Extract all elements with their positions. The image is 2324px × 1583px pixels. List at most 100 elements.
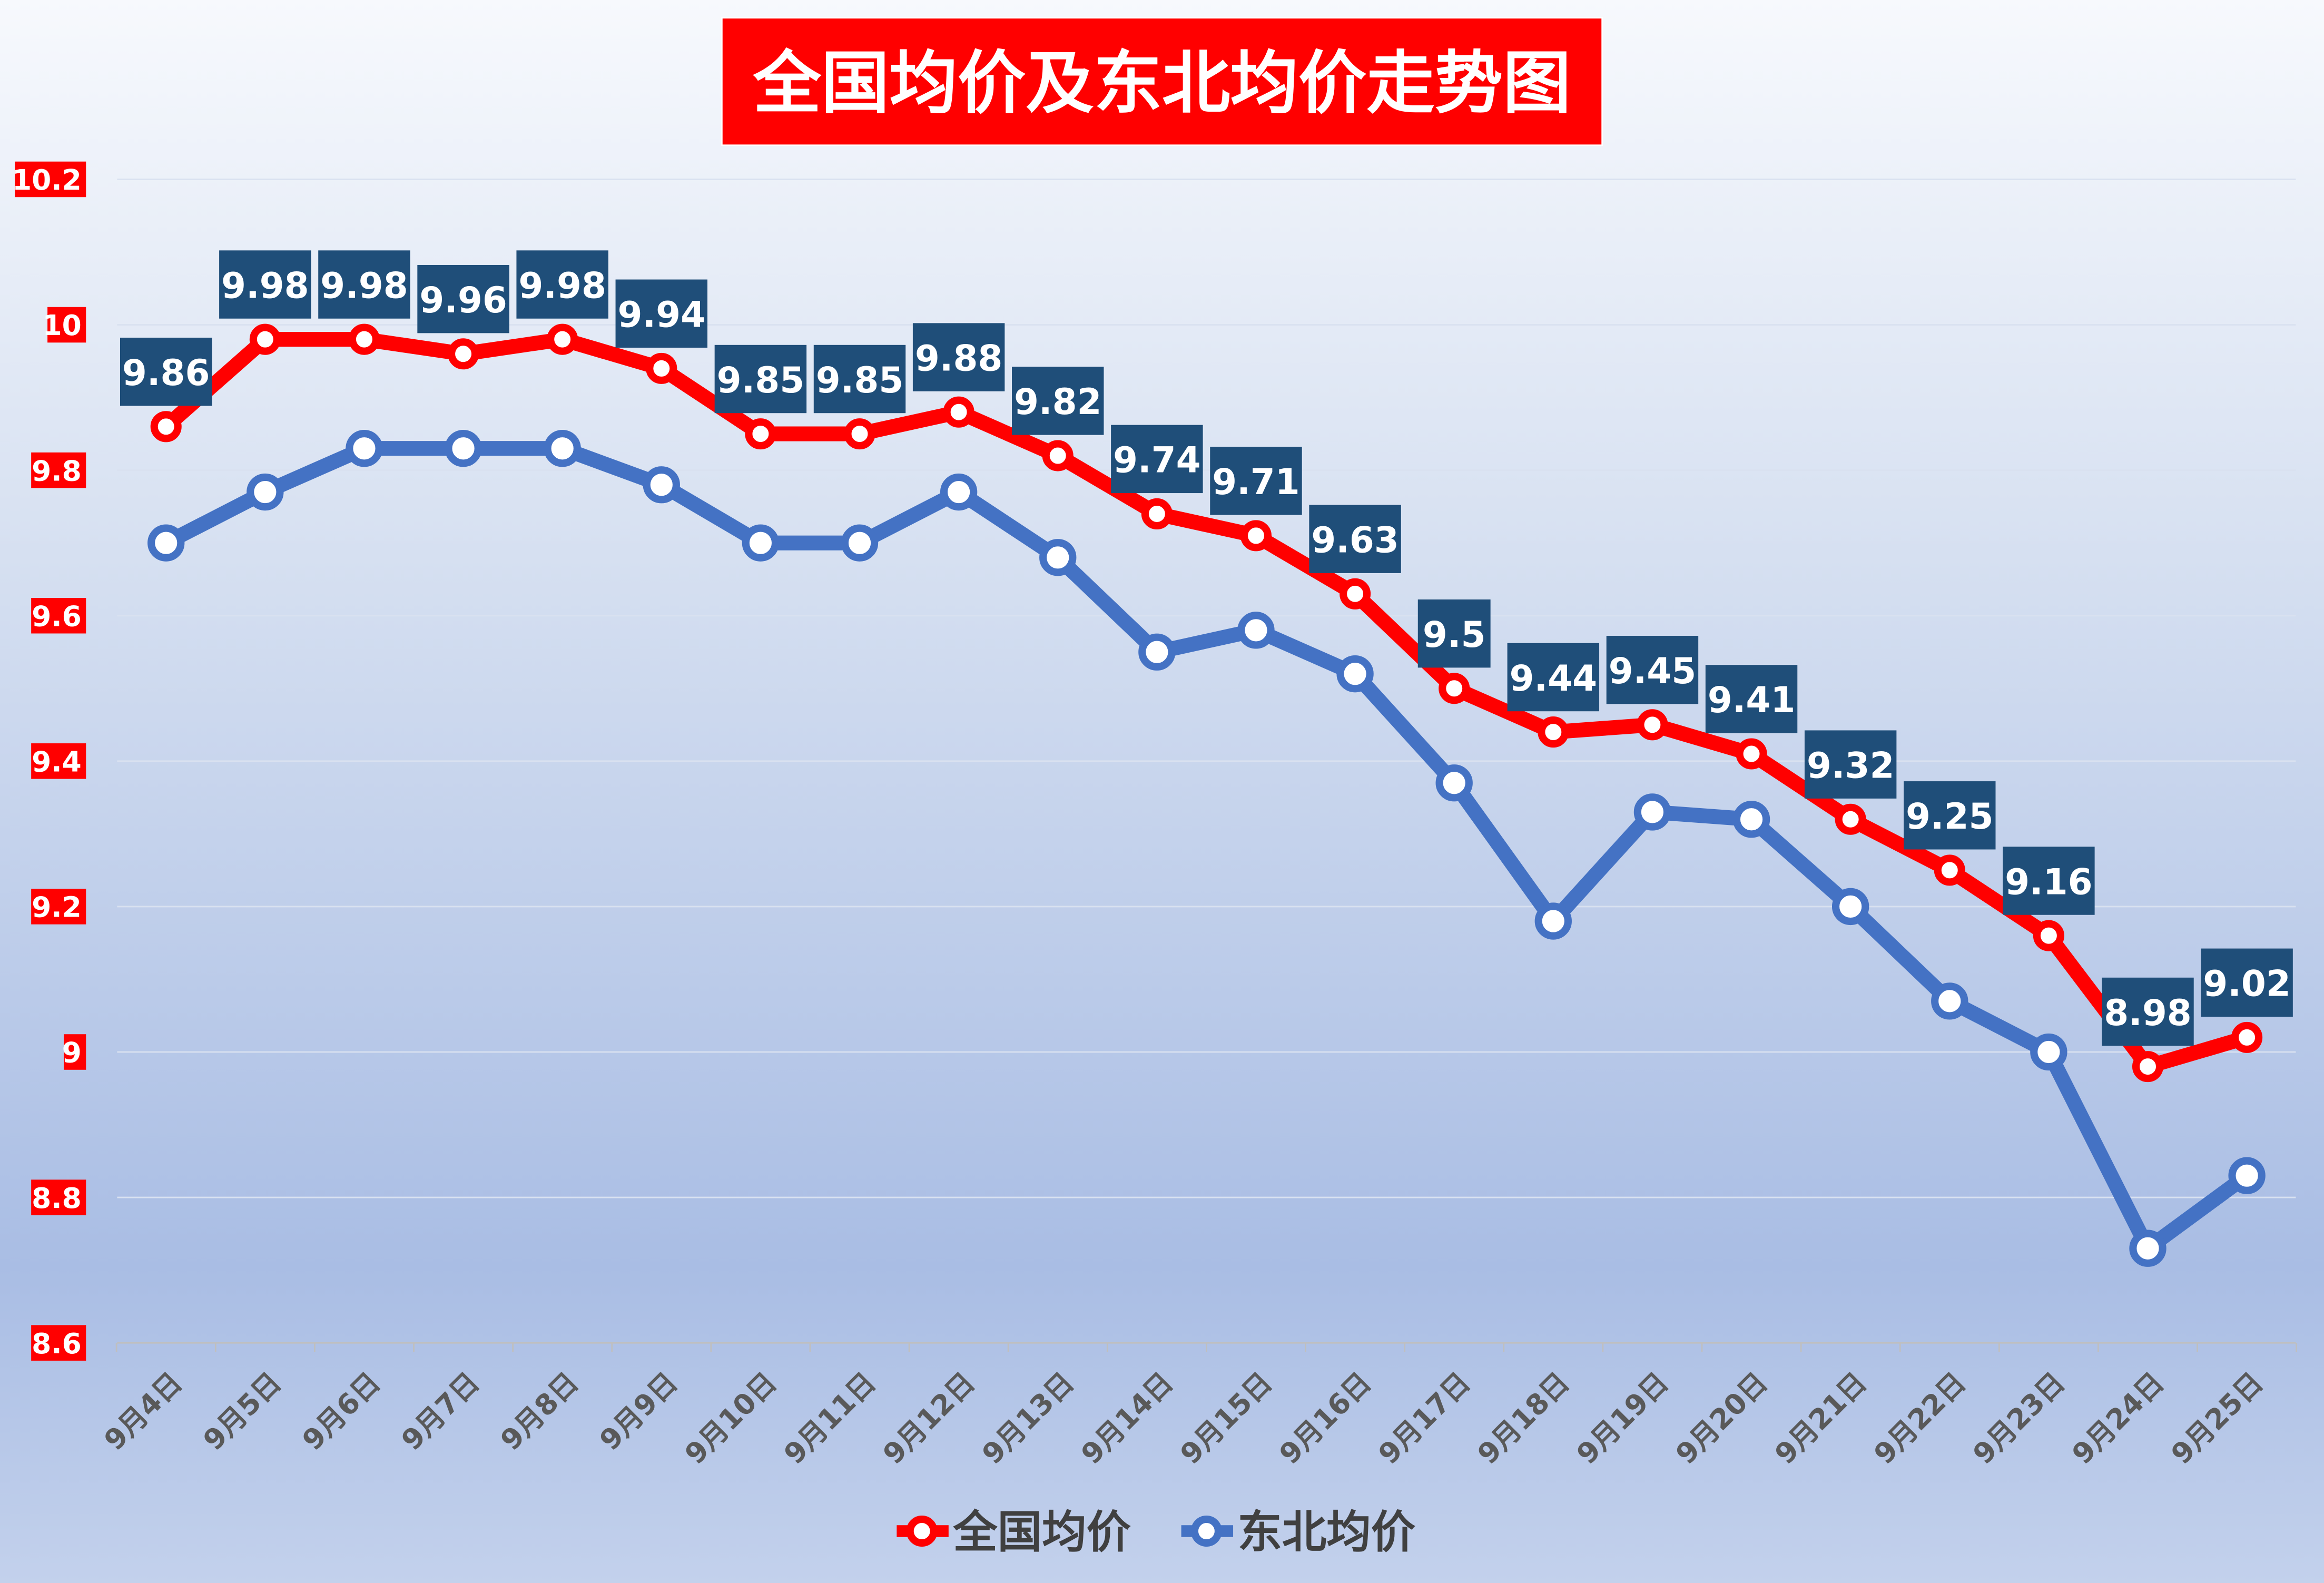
data-point[interactable] <box>943 396 974 428</box>
legend-label-national: 全国均价 <box>952 1506 1131 1558</box>
data-label: 9.5 <box>1423 614 1486 655</box>
data-label-bg <box>2003 847 2095 915</box>
data-label: 9.85 <box>816 359 904 401</box>
data-point[interactable] <box>1240 520 1272 552</box>
data-label: 9.45 <box>1609 650 1697 692</box>
data-point[interactable] <box>1042 440 1074 471</box>
data-label-bg <box>1804 730 1897 799</box>
data-label: 9.94 <box>617 294 705 336</box>
data-point[interactable] <box>1439 673 1470 704</box>
data-point[interactable] <box>1141 498 1173 530</box>
x-axis: 9月4日 9月5日 9月6日 9月7日 9月8日 9月9日9月10日9月11日9月12日9… <box>97 1343 2298 1471</box>
data-label-bg <box>1606 635 1699 704</box>
data-point[interactable] <box>1237 612 1275 649</box>
data-point[interactable] <box>1637 709 1668 741</box>
data-label: 9.96 <box>419 279 507 321</box>
legend-item-northeast[interactable]: 东北均价 <box>1181 1506 1416 1558</box>
data-label: 9.74 <box>1113 439 1201 481</box>
data-point[interactable] <box>2030 1033 2067 1071</box>
data-point[interactable] <box>2132 1051 2164 1083</box>
data-label-bg <box>2201 948 2293 1017</box>
x-tick-label: 9月21日 <box>1768 1366 1873 1471</box>
data-point[interactable] <box>445 430 482 467</box>
data-label: 9.86 <box>122 352 210 394</box>
y-tick-bg <box>31 1325 86 1361</box>
data-point[interactable] <box>1534 902 1572 940</box>
data-label: 9.25 <box>1906 795 1994 837</box>
data-point[interactable] <box>1736 738 1767 770</box>
data-point[interactable] <box>1934 854 1965 886</box>
y-tick-label: 9.6 <box>32 599 82 633</box>
data-point[interactable] <box>2231 1021 2263 1053</box>
data-point[interactable] <box>1138 633 1176 671</box>
data-label-bg <box>1705 665 1798 733</box>
data-label: 8.98 <box>2104 992 2192 1034</box>
data-point[interactable] <box>247 473 284 511</box>
data-label-bg <box>1417 599 1491 668</box>
data-point[interactable] <box>2129 1230 2167 1267</box>
y-tick-bg <box>31 889 86 925</box>
data-point[interactable] <box>1039 539 1077 576</box>
data-point[interactable] <box>544 430 581 467</box>
data-point[interactable] <box>2033 920 2064 951</box>
data-point[interactable] <box>249 323 281 355</box>
data-label-bg <box>615 279 708 348</box>
data-point[interactable] <box>448 338 479 370</box>
data-point[interactable] <box>150 411 182 443</box>
data-point[interactable] <box>742 524 780 562</box>
x-tick-label: 9月23日 <box>1966 1366 2071 1471</box>
x-tick-label: 9月13日 <box>976 1366 1080 1471</box>
y-axis: 8.6 8.8 9 9.2 9.4 9.6 9.8 10 10.2 <box>12 161 86 1361</box>
data-point[interactable] <box>646 352 677 384</box>
data-label: 9.98 <box>221 264 309 306</box>
data-point[interactable] <box>844 418 875 450</box>
data-point[interactable] <box>1435 764 1473 802</box>
data-label-bg <box>1309 505 1401 573</box>
data-point[interactable] <box>1538 716 1569 748</box>
y-tick-label: 8.6 <box>32 1327 82 1360</box>
data-point[interactable] <box>147 524 185 562</box>
data-point[interactable] <box>1633 793 1671 831</box>
data-label: 9.88 <box>915 337 1003 379</box>
data-point[interactable] <box>1340 578 1371 609</box>
legend-marker-northeast <box>1190 1515 1222 1547</box>
data-point[interactable] <box>348 323 380 355</box>
data-point[interactable] <box>2228 1157 2266 1194</box>
x-tick-label: 9月25日 <box>2165 1366 2270 1471</box>
data-label: 9.71 <box>1212 461 1300 503</box>
legend: 全国均价 东北均价 <box>897 1506 1416 1558</box>
data-point[interactable] <box>940 473 978 511</box>
data-point[interactable] <box>547 323 578 355</box>
y-tick-label: 10 <box>42 309 81 342</box>
data-label: 9.98 <box>320 264 408 306</box>
data-point[interactable] <box>1831 888 1869 926</box>
data-point[interactable] <box>1732 801 1770 838</box>
data-point[interactable] <box>643 466 680 504</box>
y-tick-bg <box>47 307 86 343</box>
data-label: 9.16 <box>2005 861 2093 902</box>
x-tick-label: 9月17日 <box>1372 1366 1477 1471</box>
data-label-bg <box>1012 367 1104 435</box>
data-label-bg <box>1111 425 1203 494</box>
data-label-bg <box>714 345 807 414</box>
y-tick-bg <box>31 743 86 779</box>
y-tick-label: 9.8 <box>32 454 82 487</box>
data-label: 9.98 <box>518 264 606 306</box>
data-point[interactable] <box>1336 655 1374 693</box>
data-label-bg <box>516 250 608 319</box>
data-point[interactable] <box>1835 803 1866 835</box>
x-tick-label: 9月24日 <box>2065 1366 2170 1471</box>
x-tick-label: 9月19日 <box>1570 1366 1675 1471</box>
data-point[interactable] <box>745 418 776 450</box>
data-point[interactable] <box>346 430 383 467</box>
x-tick-label: 9月4日 <box>97 1366 189 1457</box>
y-tick-bg <box>31 597 86 634</box>
data-point[interactable] <box>841 524 879 562</box>
data-label-bg <box>912 323 1005 391</box>
data-label-bg <box>417 264 509 333</box>
x-tick-label: 9月8日 <box>494 1366 585 1457</box>
data-point[interactable] <box>1931 982 1968 1020</box>
legend-item-national[interactable]: 全国均价 <box>897 1506 1131 1558</box>
data-label: 9.44 <box>1510 657 1598 699</box>
